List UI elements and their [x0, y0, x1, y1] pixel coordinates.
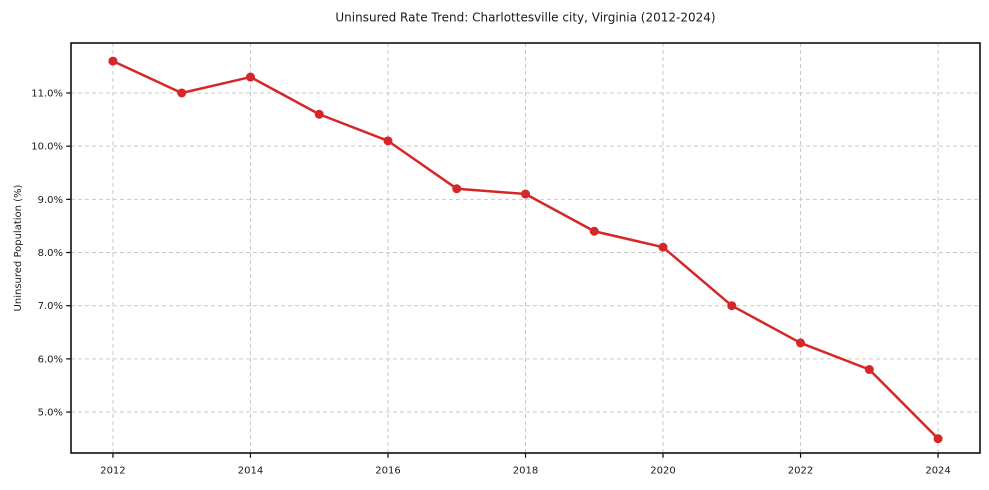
plot-frame	[70, 42, 981, 454]
data-point	[658, 242, 668, 252]
chart-title: Uninsured Rate Trend: Charlottesville ci…	[335, 11, 715, 25]
y-tick-label: 10.0%	[31, 142, 63, 153]
gridlines	[71, 43, 980, 453]
data-point	[177, 88, 187, 98]
data-series	[108, 56, 943, 444]
data-point	[864, 365, 874, 375]
y-tick-label: 8.0%	[38, 248, 63, 259]
y-tick-label: 7.0%	[38, 301, 63, 312]
x-tick-labels: 2012 2014 2016 2018 2020 2022 2024	[100, 466, 951, 477]
x-tick-label: 2018	[513, 466, 538, 477]
data-point	[589, 226, 599, 236]
y-axis-label: Uninsured Population (%)	[13, 184, 24, 311]
y-tick-label: 9.0%	[38, 195, 63, 206]
data-point	[383, 136, 393, 146]
y-tick-labels: 5.0% 6.0% 7.0% 8.0% 9.0% 10.0% 11.0%	[31, 88, 63, 418]
data-point	[314, 109, 324, 119]
x-tick-label: 2012	[100, 466, 125, 477]
data-point	[727, 301, 737, 311]
data-point	[452, 184, 462, 194]
data-point	[796, 338, 806, 348]
data-point	[521, 189, 530, 199]
x-tick-label: 2022	[788, 466, 813, 477]
x-tick-label: 2024	[925, 466, 950, 477]
data-point	[245, 72, 255, 82]
x-tick-label: 2014	[238, 466, 263, 477]
data-point	[108, 56, 118, 66]
axis-tick-marks	[66, 92, 939, 458]
y-tick-label: 5.0%	[38, 408, 63, 419]
data-point	[933, 434, 943, 444]
x-tick-label: 2020	[650, 466, 675, 477]
y-tick-label: 11.0%	[31, 88, 63, 99]
x-tick-label: 2016	[375, 466, 400, 477]
y-tick-label: 6.0%	[38, 354, 63, 365]
